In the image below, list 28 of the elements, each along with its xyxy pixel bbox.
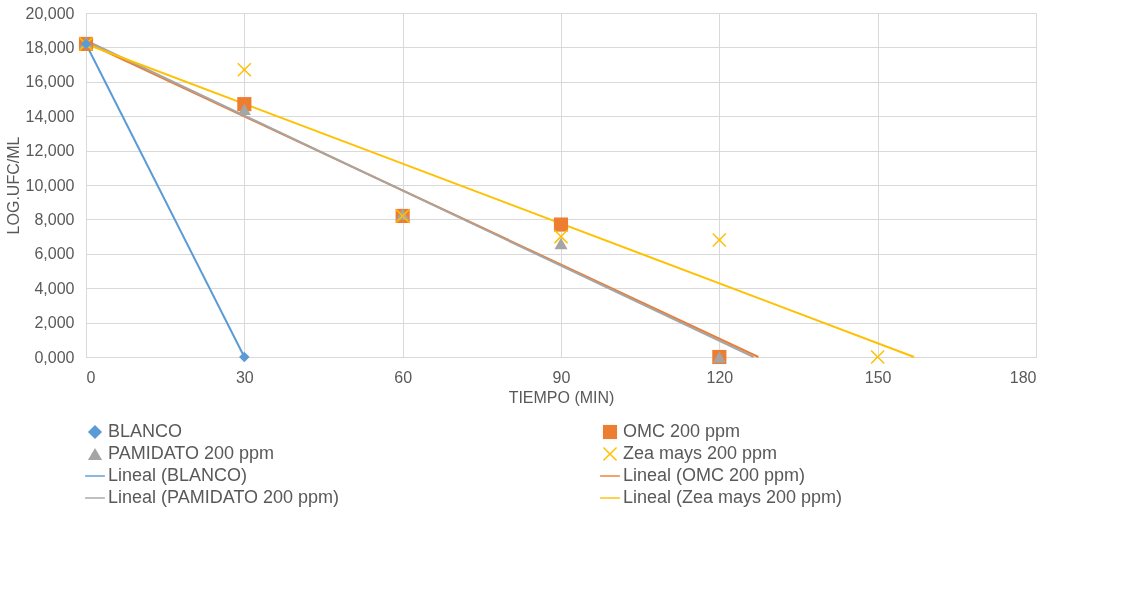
x-tick-label: 90 [552, 368, 571, 386]
legend-label: Lineal (Zea mays 200 ppm) [623, 487, 843, 507]
legend-label: PAMIDATO 200 ppm [108, 443, 275, 463]
y-tick-label: 12,000 [25, 142, 75, 160]
x-tick-label: 180 [1009, 368, 1037, 386]
y-tick-label: 14,000 [25, 107, 75, 125]
y-tick-label: 4,000 [34, 279, 75, 297]
y-axis-title: LOG.UFC/ML [4, 136, 22, 235]
y-tick-label: 2,000 [34, 314, 75, 332]
x-axis-title: TIEMPO (MIN) [508, 388, 615, 406]
x-tick-label: 150 [864, 368, 892, 386]
legend-label: Lineal (OMC 200 ppm) [623, 465, 806, 485]
x-tick-label: 0 [86, 368, 96, 386]
x-tick-label: 120 [706, 368, 734, 386]
y-tick-label: 20,000 [25, 4, 75, 22]
y-tick-label: 10,000 [25, 176, 75, 194]
legend-label: OMC 200 ppm [623, 421, 741, 441]
x-tick-label: 60 [394, 368, 413, 386]
legend-label: Lineal (BLANCO) [108, 465, 248, 485]
y-tick-label: 8,000 [34, 210, 75, 228]
legend-label: Zea mays 200 ppm [623, 443, 778, 463]
y-tick-label: 0,000 [34, 348, 75, 366]
y-tick-label: 18,000 [25, 38, 75, 56]
y-tick-label: 6,000 [34, 245, 75, 263]
x-tick-label: 30 [235, 368, 254, 386]
y-tick-label: 16,000 [25, 73, 75, 91]
legend-label: Lineal (PAMIDATO 200 ppm) [108, 487, 340, 507]
legend-label: BLANCO [108, 421, 183, 441]
